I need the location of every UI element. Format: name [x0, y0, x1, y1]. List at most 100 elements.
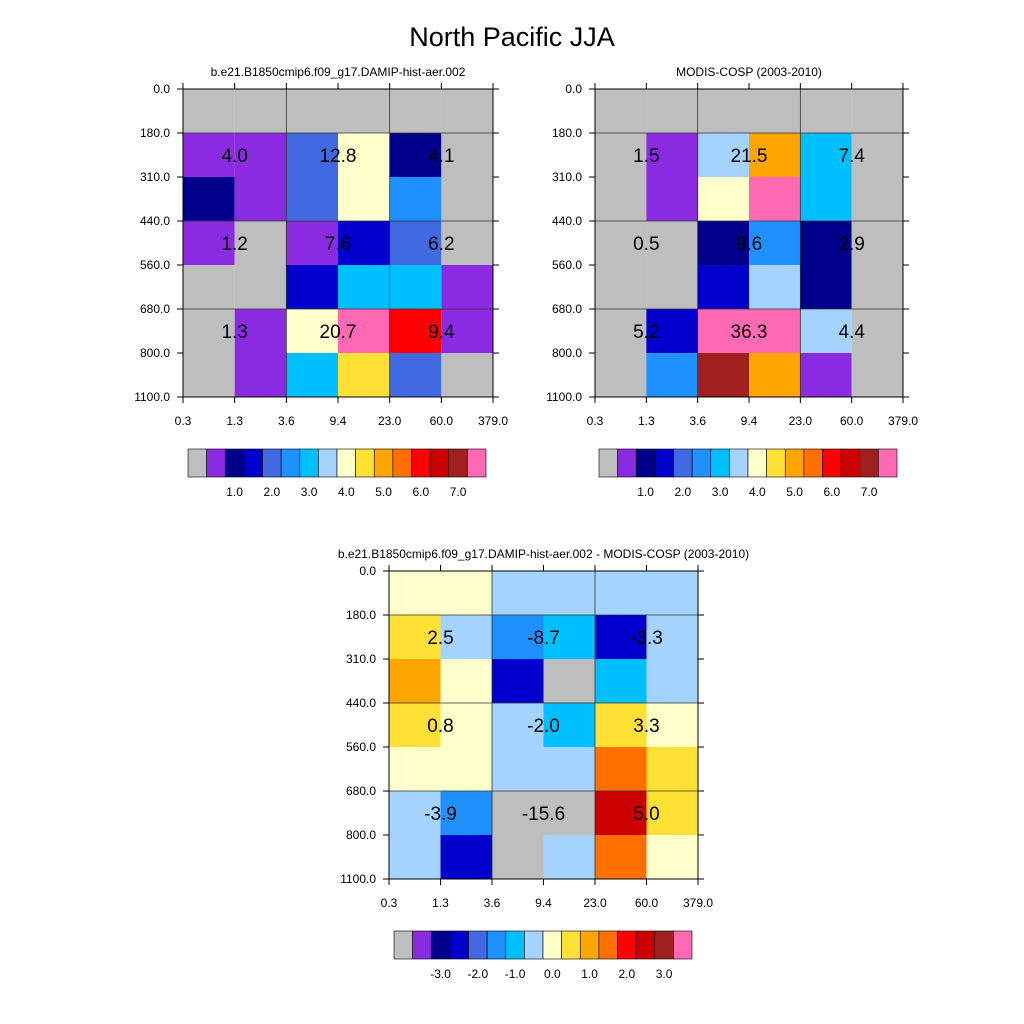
- heatmap-cell: [440, 571, 492, 615]
- heatmap-cell: [492, 747, 544, 791]
- colorbar-label: 6.0: [412, 485, 429, 499]
- colorbar-label: 3.0: [301, 485, 318, 499]
- heatmap-cell: [286, 265, 338, 309]
- figure-title: North Pacific JJA: [409, 22, 615, 52]
- x-tick-label: 23.0: [583, 896, 607, 910]
- colorbar-swatch: [467, 448, 487, 478]
- heatmap-cell: [286, 133, 338, 177]
- colorbar: 1.0 2.0 3.0 4.0 5.0 6.0 7.0: [598, 448, 898, 499]
- colorbar-swatch: [654, 448, 674, 478]
- colorbar: -3.0 -2.0 -1.0 0.0 1.0 2.0 3.0: [393, 930, 693, 981]
- heatmap-cell: [543, 571, 595, 615]
- y-tick-label: 560.0: [552, 258, 582, 272]
- heatmap-cell: [389, 615, 441, 659]
- cell-value-label: 9.6: [736, 234, 762, 255]
- heatmap-cell: [440, 747, 492, 791]
- cell-value-label: 1.2: [221, 234, 247, 255]
- y-tick-label: 440.0: [346, 696, 376, 710]
- colorbar-swatch: [710, 448, 730, 478]
- colorbar-label: 2.0: [674, 485, 691, 499]
- colorbar-swatch: [859, 448, 879, 478]
- y-tick-label: 680.0: [346, 784, 376, 798]
- heatmap-cell: [749, 265, 801, 309]
- heatmap-cell: [441, 221, 493, 265]
- heatmap-cell: [595, 747, 647, 791]
- colorbar-swatch: [206, 448, 226, 478]
- heatmap-cell: [697, 89, 749, 133]
- heatmap-cell: [389, 177, 442, 221]
- y-tick-label: 800.0: [346, 828, 376, 842]
- colorbar-swatch: [747, 448, 767, 478]
- heatmap-cell: [697, 265, 749, 309]
- colorbar-swatch: [598, 448, 618, 478]
- heatmap-cell: [492, 791, 544, 835]
- heatmap-cell: [440, 703, 492, 747]
- heatmap-cell: [389, 309, 442, 353]
- colorbar-swatch: [429, 448, 450, 478]
- colorbar-swatch: [878, 448, 898, 478]
- y-tick-label: 440.0: [140, 214, 170, 228]
- heatmap-cell: [389, 133, 442, 177]
- heatmap-cell: [646, 89, 698, 133]
- heatmap-cell: [646, 835, 698, 879]
- heatmap-cell: [697, 353, 749, 397]
- colorbar-label: 2.0: [263, 485, 280, 499]
- heatmap-cell: [389, 747, 441, 791]
- heatmap-cell: [234, 221, 287, 265]
- heatmap-cell: [440, 615, 492, 659]
- x-tick-label: 9.4: [741, 414, 758, 428]
- colorbar-swatch: [318, 448, 338, 478]
- cell-value-label: 6.2: [428, 234, 454, 255]
- cell-value-label: -8.7: [527, 628, 560, 649]
- colorbar-swatch: [729, 448, 749, 478]
- heatmap-cell: [543, 615, 595, 659]
- colorbar-swatch: [373, 448, 394, 478]
- heatmap-cell: [697, 133, 749, 177]
- heatmap-cell: [338, 221, 390, 265]
- heatmap-cell: [697, 309, 749, 353]
- colorbar-swatch: [262, 448, 282, 478]
- heatmap-cell: [646, 133, 698, 177]
- colorbar-label: 1.0: [581, 967, 598, 981]
- heatmap-cell: [543, 791, 595, 835]
- heatmap-cell: [595, 177, 647, 221]
- colorbar-swatch: [393, 930, 413, 960]
- heatmap-cell: [492, 571, 544, 615]
- heatmap-panel-2: MODIS-COSP (2003-2010) 0.3 1.3 3.6 9.4 23.0 60…: [546, 65, 918, 499]
- colorbar-label: -1.0: [505, 967, 526, 981]
- heatmap-cell: [492, 835, 544, 879]
- colorbar: 1.0 2.0 3.0 4.0 5.0 6.0 7.0: [187, 448, 487, 499]
- y-tick-label: 310.0: [552, 170, 582, 184]
- heatmap-cell: [183, 221, 235, 265]
- y-tick-label: 1100.0: [546, 390, 582, 404]
- heatmap-cell: [646, 353, 698, 397]
- colorbar-swatch: [654, 930, 674, 960]
- heatmap-cell: [595, 835, 647, 879]
- heatmap-cell: [646, 615, 698, 659]
- cell-value-label: 7.4: [838, 146, 865, 167]
- heatmap-cell: [749, 89, 801, 133]
- heatmap-cell: [800, 221, 852, 265]
- cell-value-label: 5.2: [633, 322, 659, 343]
- cell-value-label: 2.5: [427, 628, 453, 649]
- colorbar-swatch: [299, 448, 319, 478]
- x-tick-label: 9.4: [330, 414, 347, 428]
- heatmap-cell: [646, 309, 698, 353]
- y-tick-label: 560.0: [346, 740, 376, 754]
- colorbar-swatch: [430, 930, 451, 960]
- cell-value-label: -3.3: [630, 628, 663, 649]
- heatmap-cell: [338, 309, 390, 353]
- heatmap-cell: [183, 177, 235, 221]
- heatmap-cell: [183, 89, 235, 133]
- colorbar-swatch: [673, 448, 693, 478]
- x-tick-label: 23.0: [789, 414, 813, 428]
- colorbar-swatch: [412, 930, 432, 960]
- colorbar-swatch: [224, 448, 245, 478]
- colorbar-label: -3.0: [430, 967, 451, 981]
- heatmap-cell: [338, 89, 390, 133]
- heatmap-panel-3: b.e21.B1850cmip6.f09_g17.DAMIP-hist-aer.…: [338, 547, 749, 981]
- heatmap-cell: [543, 747, 595, 791]
- cell-value-label: 0.5: [633, 234, 659, 255]
- heatmap-cell: [646, 265, 698, 309]
- cell-value-label: 4.1: [428, 146, 454, 167]
